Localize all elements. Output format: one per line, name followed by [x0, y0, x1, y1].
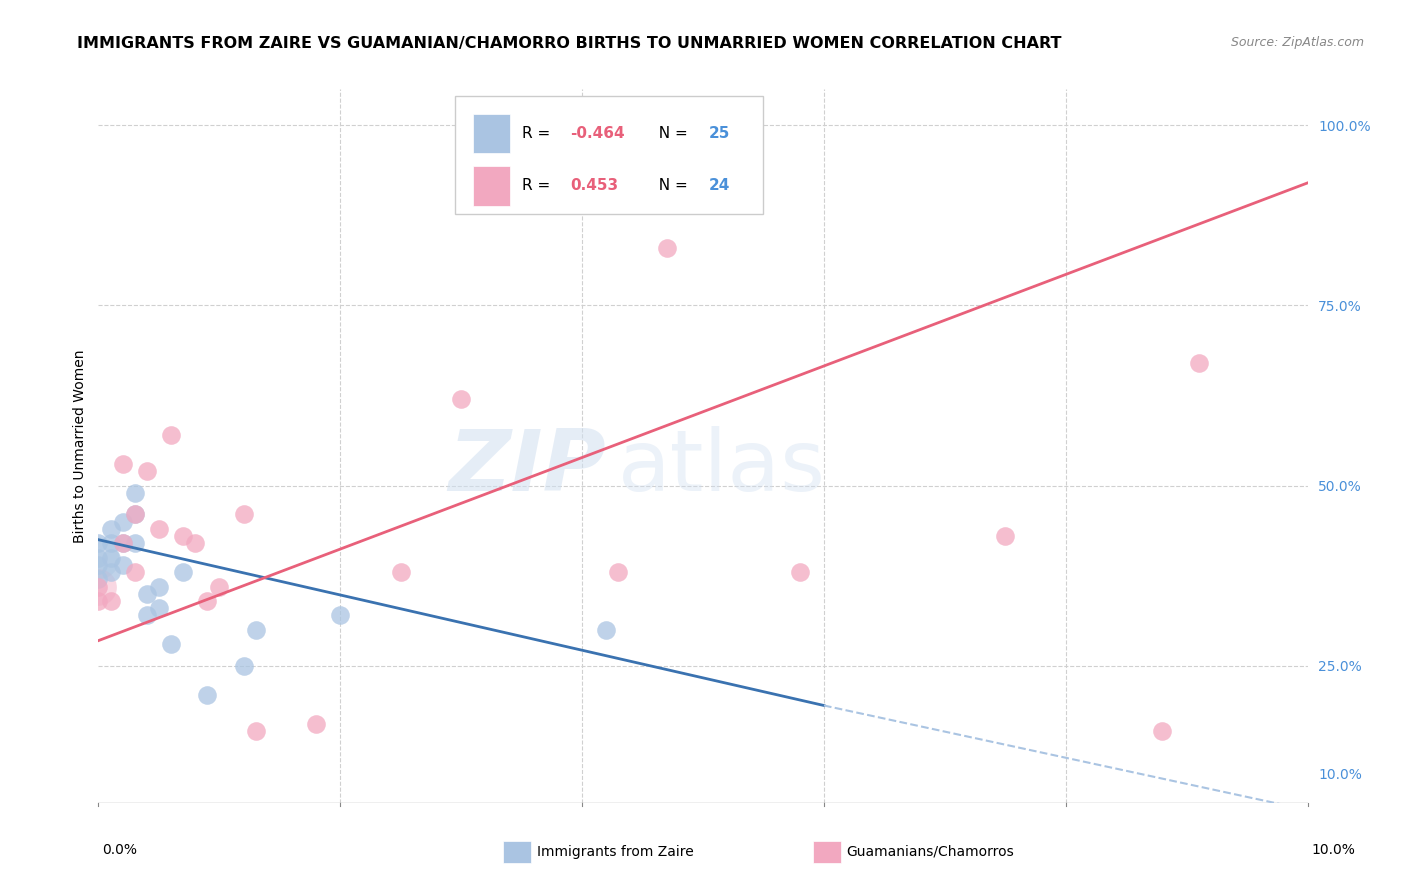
Point	[655, 241, 678, 255]
Point	[245, 623, 267, 637]
Text: R =: R =	[522, 126, 555, 141]
Point	[124, 536, 146, 550]
Point	[148, 601, 170, 615]
Point	[100, 536, 122, 550]
Point	[571, 154, 593, 169]
FancyBboxPatch shape	[456, 96, 763, 214]
Point	[87, 558, 110, 572]
Text: IMMIGRANTS FROM ZAIRE VS GUAMANIAN/CHAMORRO BIRTHS TO UNMARRIED WOMEN CORRELATIO: IMMIGRANTS FROM ZAIRE VS GUAMANIAN/CHAMO…	[77, 36, 1062, 51]
Point	[135, 608, 157, 623]
Point	[789, 565, 811, 579]
Point	[607, 565, 630, 579]
Text: -0.464: -0.464	[569, 126, 624, 141]
Point	[124, 565, 146, 579]
Point	[100, 550, 122, 565]
FancyBboxPatch shape	[474, 166, 509, 205]
Point	[87, 550, 110, 565]
Point	[100, 522, 122, 536]
Point	[329, 608, 352, 623]
Point	[245, 723, 267, 738]
Point	[148, 522, 170, 536]
Point	[111, 536, 134, 550]
Point	[100, 565, 122, 579]
Point	[124, 508, 146, 522]
Point	[87, 594, 110, 608]
Text: Guamanians/Chamorros: Guamanians/Chamorros	[846, 845, 1014, 859]
Point	[208, 580, 231, 594]
Point	[450, 392, 472, 406]
Point	[87, 550, 110, 565]
Point	[135, 587, 157, 601]
Point	[124, 486, 146, 500]
Point	[87, 580, 110, 594]
Point	[1152, 723, 1174, 738]
Text: R =: R =	[522, 178, 560, 193]
Point	[232, 508, 254, 522]
Text: Source: ZipAtlas.com: Source: ZipAtlas.com	[1230, 36, 1364, 49]
Text: atlas: atlas	[619, 425, 827, 509]
Point	[160, 428, 183, 442]
Point	[389, 565, 412, 579]
Y-axis label: Births to Unmarried Women: Births to Unmarried Women	[73, 350, 87, 542]
Point	[1188, 356, 1211, 370]
Point	[111, 457, 134, 471]
Point	[195, 594, 218, 608]
Point	[111, 515, 134, 529]
Text: N =: N =	[648, 126, 692, 141]
Point	[111, 558, 134, 572]
Point	[305, 716, 328, 731]
Point	[172, 529, 194, 543]
Point	[195, 688, 218, 702]
Point	[172, 565, 194, 579]
Point	[87, 572, 110, 586]
FancyBboxPatch shape	[474, 114, 509, 153]
Text: Immigrants from Zaire: Immigrants from Zaire	[537, 845, 693, 859]
Text: ZIP: ZIP	[449, 425, 606, 509]
Point	[124, 508, 146, 522]
Text: 0.0%: 0.0%	[103, 843, 136, 857]
Point	[87, 536, 110, 550]
Text: 24: 24	[709, 178, 731, 193]
Point	[148, 580, 170, 594]
Point	[100, 594, 122, 608]
Point	[87, 580, 110, 594]
Text: N =: N =	[648, 178, 692, 193]
Point	[184, 536, 207, 550]
Text: 0.453: 0.453	[569, 178, 619, 193]
Point	[160, 637, 183, 651]
Point	[595, 623, 617, 637]
Point	[111, 536, 134, 550]
Text: 25: 25	[709, 126, 731, 141]
Text: 10.0%: 10.0%	[1310, 843, 1355, 857]
Point	[994, 529, 1017, 543]
Point	[135, 464, 157, 478]
Point	[232, 658, 254, 673]
